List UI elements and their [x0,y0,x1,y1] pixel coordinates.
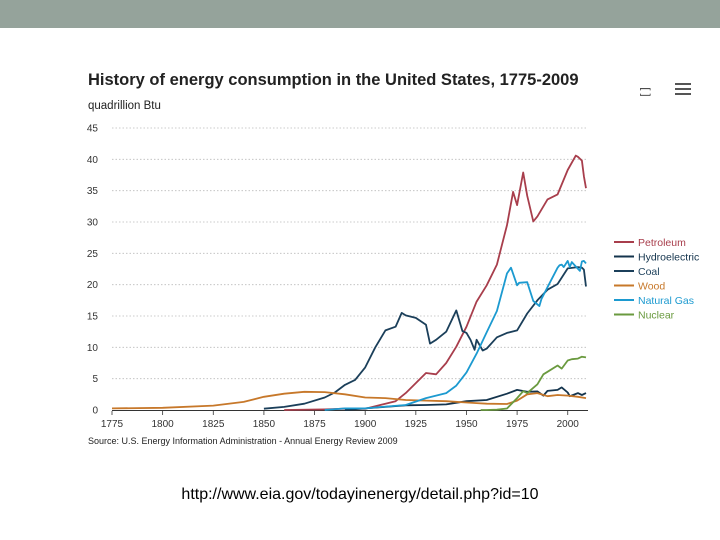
y-tick-label: 5 [92,374,98,385]
legend-label: Hydroelectric [638,251,699,263]
x-tick-label: 2000 [557,419,580,430]
x-tick-label: 1975 [506,419,529,430]
x-tick-label: 1900 [354,419,377,430]
legend-label: Nuclear [638,309,675,321]
y-tick-label: 10 [87,343,99,354]
y-tick-label: 40 [87,155,99,166]
y-tick-label: 15 [87,312,99,323]
y-tick-label: 30 [87,218,99,229]
legend-label: Petroleum [638,237,686,249]
x-tick-label: 1875 [303,419,326,430]
x-tick-label: 1775 [101,419,124,430]
x-tick-label: 1925 [405,419,428,430]
chart-source: Source: U.S. Energy Information Administ… [88,436,398,446]
x-tick-label: 1825 [202,419,225,430]
y-tick-label: 35 [87,186,99,197]
series-line-natural-gas [324,260,587,411]
series-line-wood [111,390,587,410]
y-tick-label: 20 [87,280,99,291]
hamburger-menu-icon[interactable] [675,83,691,97]
top-banner [0,0,720,28]
legend-label: Coal [638,266,660,278]
series-line-petroleum [284,154,587,411]
y-tick-label: 45 [87,124,99,135]
x-tick-label: 1800 [152,419,175,430]
source-url[interactable]: http://www.eia.gov/todayinenergy/detail.… [181,486,539,503]
chart-title: History of energy consumption in the Uni… [88,71,579,89]
x-tick-label: 1950 [455,419,478,430]
y-axis-label: quadrillion Btu [88,100,161,112]
legend-label: Wood [638,280,665,292]
legend-label: Natural Gas [638,295,694,307]
series-line-coal [263,266,587,410]
series-line-nuclear [480,355,587,411]
y-tick-label: 0 [92,406,98,417]
y-tick-label: 25 [87,249,99,260]
x-tick-label: 1850 [253,419,276,430]
